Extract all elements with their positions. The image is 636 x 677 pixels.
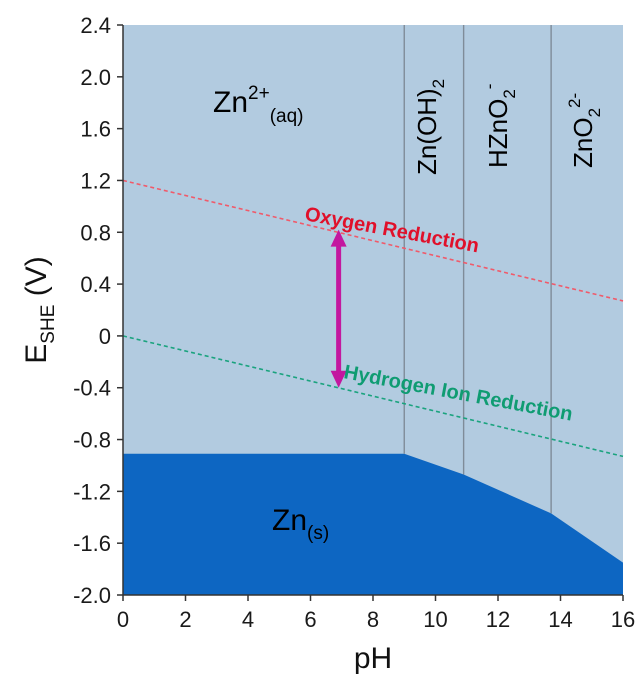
y-tick-label: -1.6 (73, 531, 111, 556)
region-label-zn-aq: Zn2+(aq) (213, 83, 303, 127)
y-tick-label: 0.4 (80, 272, 111, 297)
x-tick-label: 6 (304, 607, 316, 632)
x-tick-label: 12 (486, 607, 510, 632)
x-tick-label: 14 (548, 607, 572, 632)
phase-boundaries (403, 25, 552, 514)
arrow-head-top (330, 229, 347, 247)
y-tick-label: 1.2 (80, 168, 111, 193)
y-axis-ticks: 2.4 2.0 1.6 1.2 0.8 0.4 0 -0.4 -0.8 -1.2 -1.6 -2.0 (73, 13, 123, 608)
potential-difference-arrow (330, 229, 347, 388)
x-tick-label: 0 (117, 607, 129, 632)
y-tick-label: 2.0 (80, 65, 111, 90)
x-tick-label: 16 (611, 607, 635, 632)
oxygen-reduction-line (122, 179, 624, 302)
x-axis-title: pH (354, 642, 392, 675)
x-tick-label: 4 (242, 607, 254, 632)
arrow-head-bottom (330, 370, 347, 388)
y-tick-label: 0 (99, 324, 111, 349)
y-tick-label: -1.2 (73, 479, 111, 504)
y-tick-label: 0.8 (80, 220, 111, 245)
region-label-hzno2: HZnO2- (480, 84, 519, 168)
x-tick-label: 2 (179, 607, 191, 632)
region-label-zn-oh2: Zn(OH)2 (412, 79, 448, 175)
y-tick-label: 1.6 (80, 117, 111, 142)
y-axis-title: ESHE (V) (20, 256, 59, 363)
y-tick-label: -0.8 (73, 428, 111, 453)
region-label-zn-solid: Zn(s) (272, 504, 329, 544)
zn-solid-region (123, 453, 623, 595)
y-tick-label: -2.0 (73, 583, 111, 608)
x-tick-label: 10 (423, 607, 447, 632)
y-tick-label: 2.4 (80, 13, 111, 38)
y-tick-label: -0.4 (73, 376, 111, 401)
hydrogen-reduction-line (122, 335, 624, 458)
region-label-zno2: ZnO22- (565, 93, 604, 168)
x-tick-label: 8 (367, 607, 379, 632)
x-axis-ticks: 0 2 4 6 8 10 12 14 16 (117, 595, 635, 632)
